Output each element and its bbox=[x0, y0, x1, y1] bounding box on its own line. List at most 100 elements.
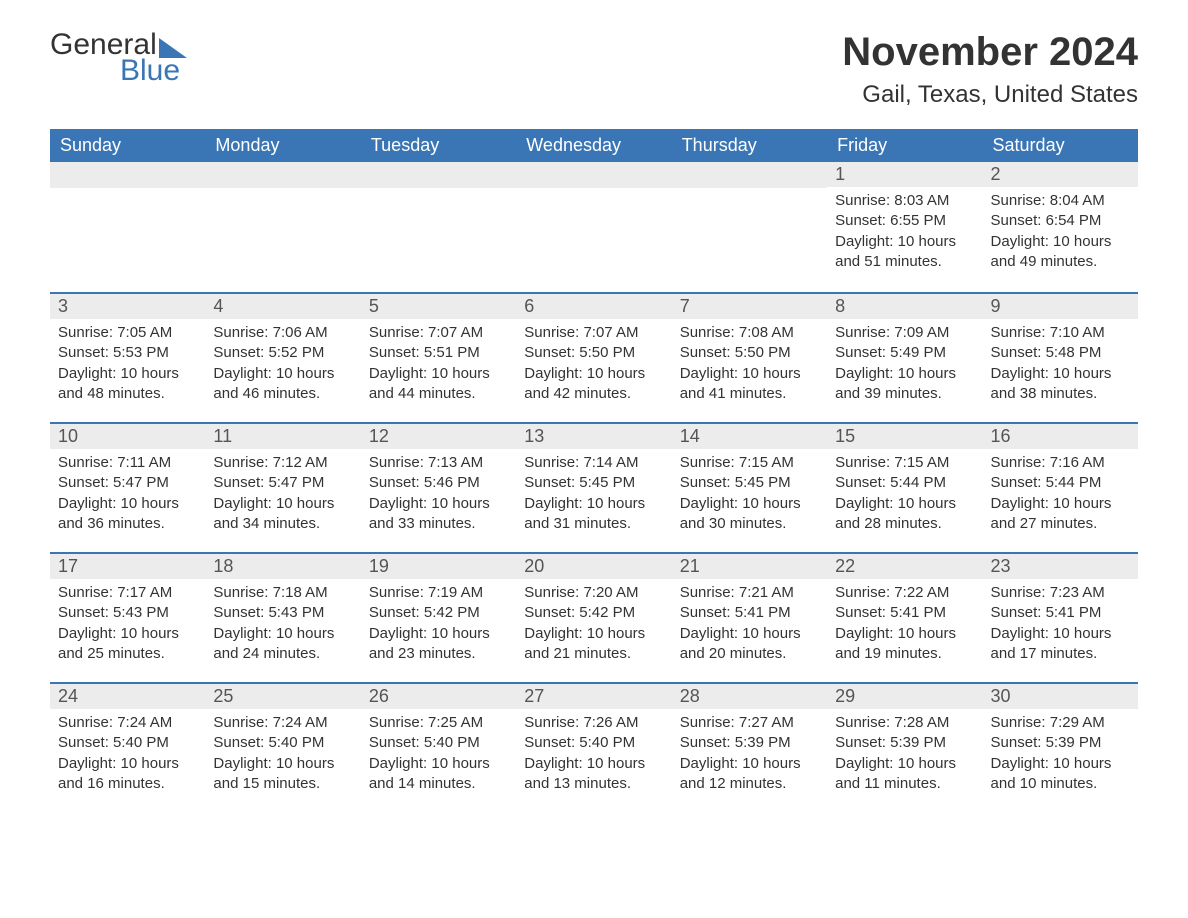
day-number: 9 bbox=[983, 292, 1138, 319]
day-number: 6 bbox=[516, 292, 671, 319]
daylight-text: Daylight: 10 hours and 14 minutes. bbox=[369, 754, 508, 795]
sunrise-text: Sunrise: 7:17 AM bbox=[58, 583, 197, 603]
sunrise-text: Sunrise: 7:22 AM bbox=[835, 583, 974, 603]
calendar-cell: 28 Sunrise: 7:27 AMSunset: 5:39 PMDayligh… bbox=[672, 682, 827, 812]
calendar-cell: 7Sunrise: 7:08 AMSunset: 5:50 PMDaylight… bbox=[672, 292, 827, 422]
sunset-text: Sunset: 5:50 PM bbox=[524, 343, 663, 363]
daylight-text: Daylight: 10 hours and 30 minutes. bbox=[680, 494, 819, 535]
daylight-text: Daylight: 10 hours and 36 minutes. bbox=[58, 494, 197, 535]
calendar-cell: 5Sunrise: 7:07 AMSunset: 5:51 PMDaylight… bbox=[361, 292, 516, 422]
day-details: Sunrise: 7:26 AMSunset: 5:40 PMDaylight:… bbox=[516, 709, 671, 798]
day-number: 19 bbox=[361, 552, 516, 579]
sunset-text: Sunset: 5:45 PM bbox=[680, 473, 819, 493]
sunrise-text: Sunrise: 7:06 AM bbox=[213, 323, 352, 343]
day-details: Sunrise: 8:04 AMSunset: 6:54 PMDaylight:… bbox=[983, 187, 1138, 276]
calendar-cell: 23Sunrise: 7:23 AMSunset: 5:41 PMDayligh… bbox=[983, 552, 1138, 682]
sunset-text: Sunset: 5:39 PM bbox=[680, 733, 819, 753]
day-number: 25 bbox=[205, 682, 360, 709]
day-details: Sunrise: 7:28 AMSunset: 5:39 PMDaylight:… bbox=[827, 709, 982, 798]
sunset-text: Sunset: 5:51 PM bbox=[369, 343, 508, 363]
daylight-text: Daylight: 10 hours and 23 minutes. bbox=[369, 624, 508, 665]
sunset-text: Sunset: 5:43 PM bbox=[213, 603, 352, 623]
calendar-week-row: 1Sunrise: 8:03 AMSunset: 6:55 PMDaylight… bbox=[50, 162, 1138, 292]
daylight-text: Daylight: 10 hours and 41 minutes. bbox=[680, 364, 819, 405]
sunrise-text: Sunrise: 7:13 AM bbox=[369, 453, 508, 473]
sunrise-text: Sunrise: 7:24 AM bbox=[213, 713, 352, 733]
day-number: 23 bbox=[983, 552, 1138, 579]
day-number: 4 bbox=[205, 292, 360, 319]
sunset-text: Sunset: 5:41 PM bbox=[835, 603, 974, 623]
day-details: Sunrise: 8:03 AMSunset: 6:55 PMDaylight:… bbox=[827, 187, 982, 276]
day-number: 2 bbox=[983, 162, 1138, 187]
weekday-header: Sunday bbox=[50, 129, 205, 162]
sunrise-text: Sunrise: 7:18 AM bbox=[213, 583, 352, 603]
sunset-text: Sunset: 5:42 PM bbox=[369, 603, 508, 623]
day-number: 29 bbox=[827, 682, 982, 709]
sunrise-text: Sunrise: 7:10 AM bbox=[991, 323, 1130, 343]
day-number: 18 bbox=[205, 552, 360, 579]
day-details: Sunrise: 7:12 AMSunset: 5:47 PMDaylight:… bbox=[205, 449, 360, 538]
sunset-text: Sunset: 5:45 PM bbox=[524, 473, 663, 493]
daylight-text: Daylight: 10 hours and 39 minutes. bbox=[835, 364, 974, 405]
sunset-text: Sunset: 5:53 PM bbox=[58, 343, 197, 363]
day-number: 3 bbox=[50, 292, 205, 319]
sunrise-text: Sunrise: 8:04 AM bbox=[991, 191, 1130, 211]
daylight-text: Daylight: 10 hours and 42 minutes. bbox=[524, 364, 663, 405]
day-details: Sunrise: 7:05 AMSunset: 5:53 PMDaylight:… bbox=[50, 319, 205, 408]
day-details: Sunrise: 7:21 AMSunset: 5:41 PMDaylight:… bbox=[672, 579, 827, 668]
calendar-cell bbox=[50, 162, 205, 292]
sunrise-text: Sunrise: 7:08 AM bbox=[680, 323, 819, 343]
daylight-text: Daylight: 10 hours and 24 minutes. bbox=[213, 624, 352, 665]
day-details: Sunrise: 7:07 AMSunset: 5:51 PMDaylight:… bbox=[361, 319, 516, 408]
calendar-week-row: 3Sunrise: 7:05 AMSunset: 5:53 PMDaylight… bbox=[50, 292, 1138, 422]
day-details: Sunrise: 7:08 AMSunset: 5:50 PMDaylight:… bbox=[672, 319, 827, 408]
month-title: November 2024 bbox=[842, 30, 1138, 75]
daylight-text: Daylight: 10 hours and 25 minutes. bbox=[58, 624, 197, 665]
sunset-text: Sunset: 6:55 PM bbox=[835, 211, 974, 231]
day-details: Sunrise: 7:19 AMSunset: 5:42 PMDaylight:… bbox=[361, 579, 516, 668]
calendar-cell: 24Sunrise: 7:24 AMSunset: 5:40 PMDayligh… bbox=[50, 682, 205, 812]
daylight-text: Daylight: 10 hours and 46 minutes. bbox=[213, 364, 352, 405]
sunset-text: Sunset: 5:47 PM bbox=[58, 473, 197, 493]
daylight-text: Daylight: 10 hours and 15 minutes. bbox=[213, 754, 352, 795]
day-number: 7 bbox=[672, 292, 827, 319]
day-details: Sunrise: 7:09 AMSunset: 5:49 PMDaylight:… bbox=[827, 319, 982, 408]
empty-day bbox=[516, 162, 671, 188]
empty-day bbox=[50, 162, 205, 188]
day-number: 28 bbox=[672, 682, 827, 709]
day-number: 13 bbox=[516, 422, 671, 449]
sunrise-text: Sunrise: 7:21 AM bbox=[680, 583, 819, 603]
daylight-text: Daylight: 10 hours and 12 minutes. bbox=[680, 754, 819, 795]
daylight-text: Daylight: 10 hours and 13 minutes. bbox=[524, 754, 663, 795]
logo: General Blue bbox=[50, 30, 187, 86]
sunset-text: Sunset: 5:39 PM bbox=[991, 733, 1130, 753]
sunset-text: Sunset: 5:50 PM bbox=[680, 343, 819, 363]
sunset-text: Sunset: 5:40 PM bbox=[369, 733, 508, 753]
sunset-text: Sunset: 5:40 PM bbox=[524, 733, 663, 753]
calendar-week-row: 24Sunrise: 7:24 AMSunset: 5:40 PMDayligh… bbox=[50, 682, 1138, 812]
sunrise-text: Sunrise: 7:27 AM bbox=[680, 713, 819, 733]
daylight-text: Daylight: 10 hours and 10 minutes. bbox=[991, 754, 1130, 795]
sunrise-text: Sunrise: 7:16 AM bbox=[991, 453, 1130, 473]
day-number: 27 bbox=[516, 682, 671, 709]
daylight-text: Daylight: 10 hours and 11 minutes. bbox=[835, 754, 974, 795]
calendar-cell: 20Sunrise: 7:20 AMSunset: 5:42 PMDayligh… bbox=[516, 552, 671, 682]
sunset-text: Sunset: 5:40 PM bbox=[213, 733, 352, 753]
calendar-cell: 29Sunrise: 7:28 AMSunset: 5:39 PMDayligh… bbox=[827, 682, 982, 812]
day-details: Sunrise: 7:13 AMSunset: 5:46 PMDaylight:… bbox=[361, 449, 516, 538]
daylight-text: Daylight: 10 hours and 34 minutes. bbox=[213, 494, 352, 535]
day-details: Sunrise: 7:22 AMSunset: 5:41 PMDaylight:… bbox=[827, 579, 982, 668]
day-details: Sunrise: 7:29 AMSunset: 5:39 PMDaylight:… bbox=[983, 709, 1138, 798]
calendar-cell: 25Sunrise: 7:24 AMSunset: 5:40 PMDayligh… bbox=[205, 682, 360, 812]
daylight-text: Daylight: 10 hours and 27 minutes. bbox=[991, 494, 1130, 535]
day-details: Sunrise: 7:24 AMSunset: 5:40 PMDaylight:… bbox=[205, 709, 360, 798]
sunset-text: Sunset: 5:43 PM bbox=[58, 603, 197, 623]
calendar-cell: 30Sunrise: 7:29 AMSunset: 5:39 PMDayligh… bbox=[983, 682, 1138, 812]
sunset-text: Sunset: 5:48 PM bbox=[991, 343, 1130, 363]
weekday-header: Wednesday bbox=[516, 129, 671, 162]
title-block: November 2024 Gail, Texas, United States bbox=[842, 30, 1138, 109]
sunrise-text: Sunrise: 7:14 AM bbox=[524, 453, 663, 473]
day-number: 11 bbox=[205, 422, 360, 449]
sunrise-text: Sunrise: 7:23 AM bbox=[991, 583, 1130, 603]
day-details: Sunrise: 7:14 AMSunset: 5:45 PMDaylight:… bbox=[516, 449, 671, 538]
